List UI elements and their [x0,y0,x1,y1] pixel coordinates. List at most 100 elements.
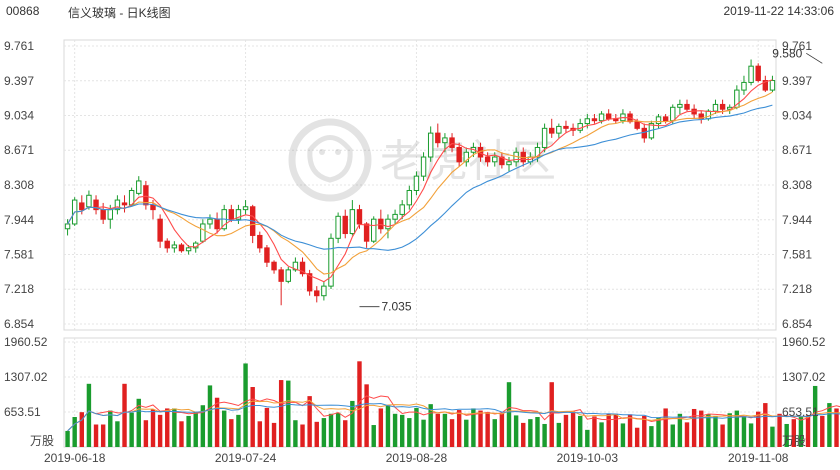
candle-body[interactable] [463,151,469,163]
candle-body[interactable] [363,223,370,242]
candle-body[interactable] [314,290,320,297]
volume-bar[interactable] [122,383,127,447]
candle-body[interactable] [164,240,170,249]
candle-body[interactable] [306,273,313,292]
volume-bar[interactable] [663,408,668,447]
candle-body[interactable] [684,103,690,110]
candle-body[interactable] [107,209,113,220]
volume-bar[interactable] [471,408,476,447]
volume-bar[interactable] [250,387,255,447]
candle-body[interactable] [214,218,220,230]
candle-body[interactable] [64,223,71,230]
volume-bar[interactable] [706,414,711,447]
volume-bar[interactable] [713,415,718,447]
candle-body[interactable] [86,194,92,208]
candle-body[interactable] [420,156,427,177]
volume-bar[interactable] [528,419,533,447]
volume-bar[interactable] [193,411,198,447]
volume-bar[interactable] [72,417,77,447]
volume-bar[interactable] [449,419,455,447]
volume-bar[interactable] [521,422,526,447]
candle-body[interactable] [634,121,640,129]
volume-bar[interactable] [506,382,512,447]
candle-body[interactable] [143,185,149,206]
volume-bar[interactable] [784,423,789,447]
candle-body[interactable] [242,206,249,211]
candle-body[interactable] [442,137,448,144]
candle-body[interactable] [328,237,334,287]
volume-bar[interactable] [165,408,170,447]
volume-bar[interactable] [535,417,540,447]
volume-bar[interactable] [734,410,740,447]
candle-body[interactable] [769,80,776,91]
volume-bar[interactable] [748,423,754,447]
candle-body[interactable] [762,80,769,91]
volume-bar[interactable] [257,421,263,447]
volume-bar[interactable] [456,410,462,447]
volume-bar[interactable] [606,413,611,447]
volume-bar[interactable] [293,420,298,447]
volume-bar[interactable] [684,422,690,447]
candle-body[interactable] [741,81,747,91]
candle-body[interactable] [342,215,348,235]
volume-bar[interactable] [777,413,782,447]
volume-bar[interactable] [827,403,832,447]
volume-bar[interactable] [699,410,704,447]
volume-bar[interactable] [286,380,291,447]
volume-bar[interactable] [221,410,227,447]
volume-bar[interactable] [492,419,497,447]
candle-body[interactable] [371,218,377,242]
volume-bar[interactable] [805,415,811,447]
candle-body[interactable] [100,209,106,220]
volume-bar[interactable] [642,415,647,447]
volume-bar[interactable] [421,419,426,447]
candle-body[interactable] [670,106,676,122]
volume-bar[interactable] [143,420,149,447]
candle-body[interactable] [356,209,363,225]
volume-bar[interactable] [791,419,797,447]
candle-body[interactable] [556,125,562,134]
volume-bar[interactable] [307,396,312,447]
candle-body[interactable] [271,261,277,271]
volume-bar[interactable] [649,426,654,447]
candle-body[interactable] [171,244,178,249]
volume-bar[interactable] [442,413,448,447]
candle-body[interactable] [677,103,683,108]
candle-body[interactable] [385,218,391,230]
volume-bar[interactable] [271,422,277,447]
candle-body[interactable] [185,247,192,252]
volume-bar[interactable] [542,423,547,447]
candle-body[interactable] [207,218,213,225]
candle-body[interactable] [449,137,455,148]
candle-body[interactable] [427,132,434,158]
candle-body[interactable] [484,156,491,163]
volume-bar[interactable] [93,424,99,447]
candle-body[interactable] [114,199,121,211]
candle-body[interactable] [257,234,263,249]
volume-bar[interactable] [300,424,305,447]
candle-body[interactable] [506,161,512,166]
volume-bar[interactable] [727,413,732,447]
candle-body[interactable] [584,118,591,125]
volume-bar[interactable] [207,385,213,447]
volume-bar[interactable] [179,421,184,447]
candle-body[interactable] [748,65,754,83]
volume-bar[interactable] [613,413,619,447]
candle-body[interactable] [178,244,185,252]
volume-bar[interactable] [691,408,697,447]
volume-bar[interactable] [741,417,747,447]
volume-bar[interactable] [65,430,70,447]
candle-body[interactable] [79,202,85,211]
volume-bar[interactable] [812,385,818,447]
volume-bar[interactable] [570,412,576,447]
volume-bar[interactable] [656,417,661,447]
candle-body[interactable] [399,204,405,215]
volume-bar[interactable] [328,413,334,447]
candle-body[interactable] [121,202,128,206]
volume-bar[interactable] [763,403,768,447]
candle-body[interactable] [755,65,761,82]
candle-body[interactable] [157,218,163,242]
volume-bar[interactable] [670,424,675,447]
volume-bar[interactable] [200,405,206,447]
